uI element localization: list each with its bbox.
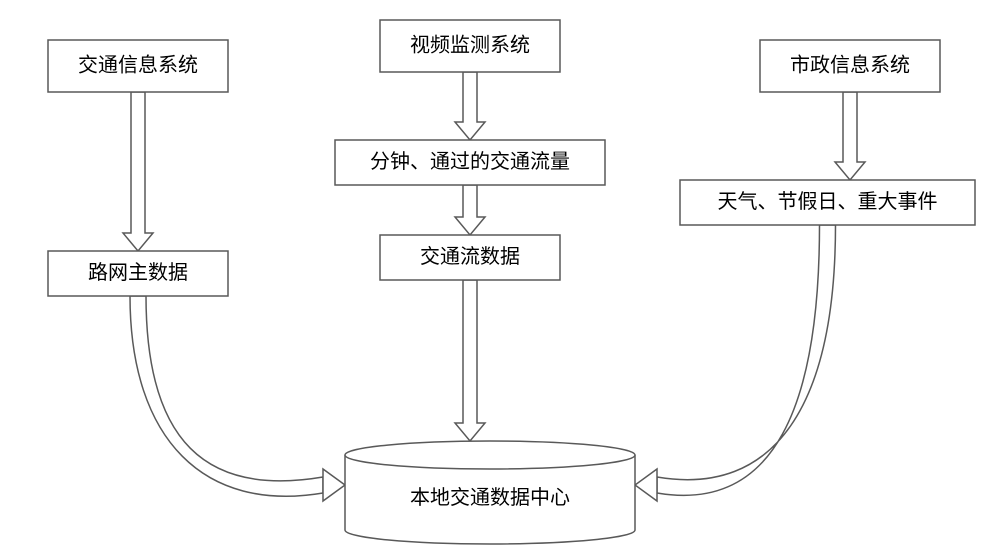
node-n3-label: 市政信息系统 (790, 54, 910, 77)
node-n4-label: 分钟、通过的交通流量 (370, 150, 570, 173)
node-n5-label: 交通流数据 (420, 245, 520, 268)
node-n8: 本地交通数据中心 (345, 441, 635, 544)
arrow-n4-n5 (455, 185, 485, 235)
arrow-n5-n8 (455, 280, 485, 441)
curve-n7-n8 (657, 225, 836, 495)
node-n6-label: 路网主数据 (88, 261, 188, 284)
curve-head-n6-n8 (323, 469, 345, 501)
node-n5: 交通流数据 (380, 235, 560, 280)
curve-n6-n8 (130, 296, 323, 496)
node-n8-label: 本地交通数据中心 (410, 486, 570, 509)
arrow-n2-n4 (455, 72, 485, 140)
node-n3: 市政信息系统 (760, 40, 940, 92)
node-n4: 分钟、通过的交通流量 (335, 140, 605, 185)
edges (123, 72, 865, 501)
node-n1: 交通信息系统 (48, 40, 228, 92)
node-n1-label: 交通信息系统 (78, 54, 198, 77)
nodes: 交通信息系统 视频监测系统市政信息系统分钟、通过的交通流量交通流数据路网主数据 天气… (48, 20, 975, 544)
arrow-n1-n6 (123, 92, 153, 251)
arrow-n3-n7 (835, 92, 865, 180)
curve-head-n7-n8 (635, 469, 657, 501)
node-n7: 天气、节假日、重大事件 (680, 180, 975, 225)
node-n2: 视频监测系统 (380, 20, 560, 72)
node-n6: 路网主数据 (48, 251, 228, 296)
node-n7-label: 天气、节假日、重大事件 (718, 190, 938, 213)
node-n2-label: 视频监测系统 (410, 34, 530, 57)
